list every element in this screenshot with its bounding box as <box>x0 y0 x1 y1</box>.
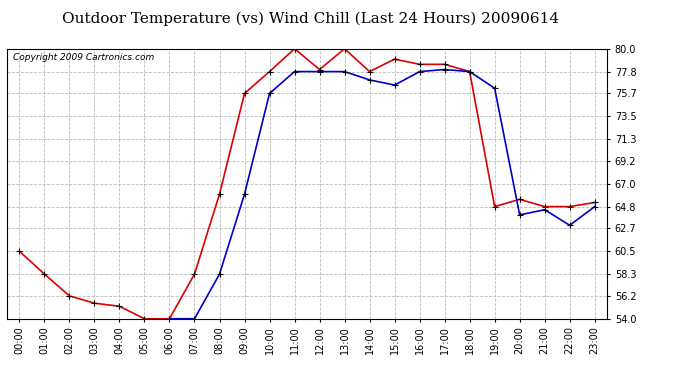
Text: Copyright 2009 Cartronics.com: Copyright 2009 Cartronics.com <box>13 53 154 62</box>
Text: Outdoor Temperature (vs) Wind Chill (Last 24 Hours) 20090614: Outdoor Temperature (vs) Wind Chill (Las… <box>62 11 559 26</box>
